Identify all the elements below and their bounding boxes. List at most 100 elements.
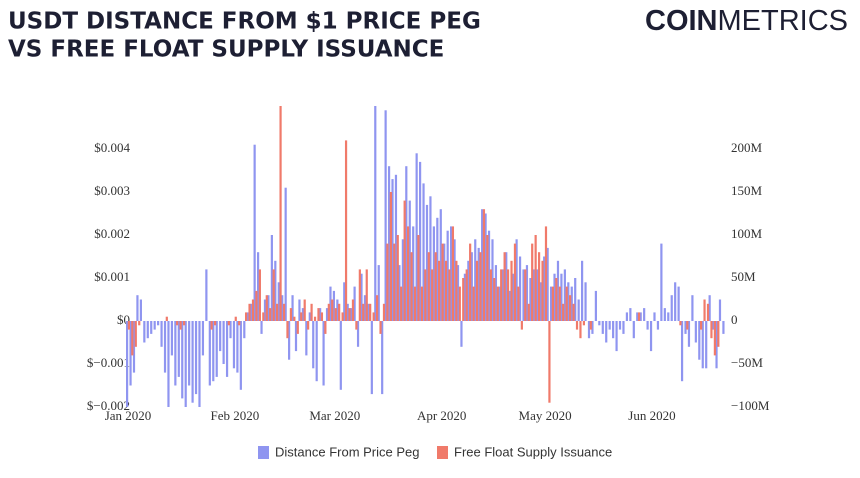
bar xyxy=(429,196,432,321)
x-tick-label: May 2020 xyxy=(519,408,572,423)
bar xyxy=(444,260,448,321)
x-tick-label: Apr 2020 xyxy=(417,408,466,423)
bar xyxy=(463,273,467,321)
bar xyxy=(489,269,492,321)
bar xyxy=(680,321,684,382)
bar xyxy=(320,312,324,321)
bar xyxy=(303,299,306,321)
bar xyxy=(353,286,356,321)
bar xyxy=(336,299,339,321)
bar xyxy=(222,321,225,364)
bar xyxy=(365,269,368,321)
chart-title: USDT DISTANCE FROM $1 PRICE PEG xyxy=(8,9,481,35)
bar xyxy=(377,265,380,321)
y-tick-label: 50M xyxy=(731,269,756,284)
y-tick-label: $0.002 xyxy=(94,226,130,241)
bar xyxy=(451,226,455,321)
bar xyxy=(238,321,241,326)
bar xyxy=(615,321,618,352)
bar xyxy=(687,321,691,347)
brand-part: COIN xyxy=(645,5,718,37)
bar xyxy=(594,290,597,321)
y-tick-label: 150M xyxy=(731,183,763,198)
bar xyxy=(427,252,430,321)
bar xyxy=(534,235,537,321)
bar xyxy=(415,153,418,321)
bar xyxy=(567,282,570,321)
bar xyxy=(703,299,706,321)
bar xyxy=(446,230,449,321)
bar xyxy=(525,265,529,321)
bar xyxy=(439,209,442,321)
bar xyxy=(512,273,515,321)
bar xyxy=(256,252,260,321)
bar xyxy=(448,269,451,321)
bar xyxy=(513,243,517,321)
bar xyxy=(484,213,487,321)
bar xyxy=(134,321,137,347)
bar xyxy=(455,260,458,321)
bar xyxy=(479,252,482,321)
bar xyxy=(338,303,341,321)
bar xyxy=(343,282,346,321)
bar xyxy=(400,286,403,321)
bar xyxy=(718,299,722,321)
bar xyxy=(536,269,539,321)
bar xyxy=(722,321,725,334)
bar xyxy=(398,265,401,321)
bar xyxy=(139,299,142,321)
bar xyxy=(520,321,523,330)
bar xyxy=(560,273,563,321)
bar xyxy=(212,321,215,382)
bar xyxy=(325,308,329,321)
bar xyxy=(329,286,332,321)
bar xyxy=(434,252,437,321)
bar xyxy=(262,312,265,321)
bar xyxy=(639,312,642,321)
bar xyxy=(474,239,477,321)
bar xyxy=(401,239,404,321)
bar xyxy=(184,321,187,407)
bar xyxy=(572,303,575,321)
bar xyxy=(710,321,713,339)
bar xyxy=(543,256,546,321)
bar xyxy=(422,183,425,321)
bar xyxy=(418,161,422,321)
bar xyxy=(618,321,622,330)
bar xyxy=(629,308,632,321)
bar xyxy=(570,286,573,321)
bar xyxy=(539,282,542,321)
bar xyxy=(515,239,518,321)
bar xyxy=(165,316,168,321)
bar xyxy=(362,303,365,321)
bar xyxy=(396,235,399,321)
bar xyxy=(663,308,666,321)
bar xyxy=(255,290,258,321)
bar xyxy=(126,321,129,407)
bar xyxy=(213,321,217,326)
bar xyxy=(250,303,253,321)
bar xyxy=(253,144,256,321)
bar xyxy=(694,321,697,343)
bar xyxy=(698,321,701,360)
bar xyxy=(407,226,410,321)
bar xyxy=(170,321,174,356)
bar xyxy=(562,303,565,321)
bar xyxy=(649,321,653,352)
bar xyxy=(636,312,639,321)
bar xyxy=(537,252,541,321)
brand-logo: COINMETRICS xyxy=(645,5,848,37)
bar xyxy=(346,303,349,321)
bar xyxy=(157,321,160,326)
y-tick-label: $−0.001 xyxy=(87,355,130,370)
bar xyxy=(332,290,336,321)
bar xyxy=(375,295,379,321)
bar xyxy=(569,295,572,321)
bar xyxy=(201,321,205,356)
bar xyxy=(312,321,315,369)
bar xyxy=(605,321,608,343)
bar xyxy=(319,308,322,321)
bar xyxy=(289,308,293,321)
bar xyxy=(150,321,153,334)
bar xyxy=(251,299,255,321)
